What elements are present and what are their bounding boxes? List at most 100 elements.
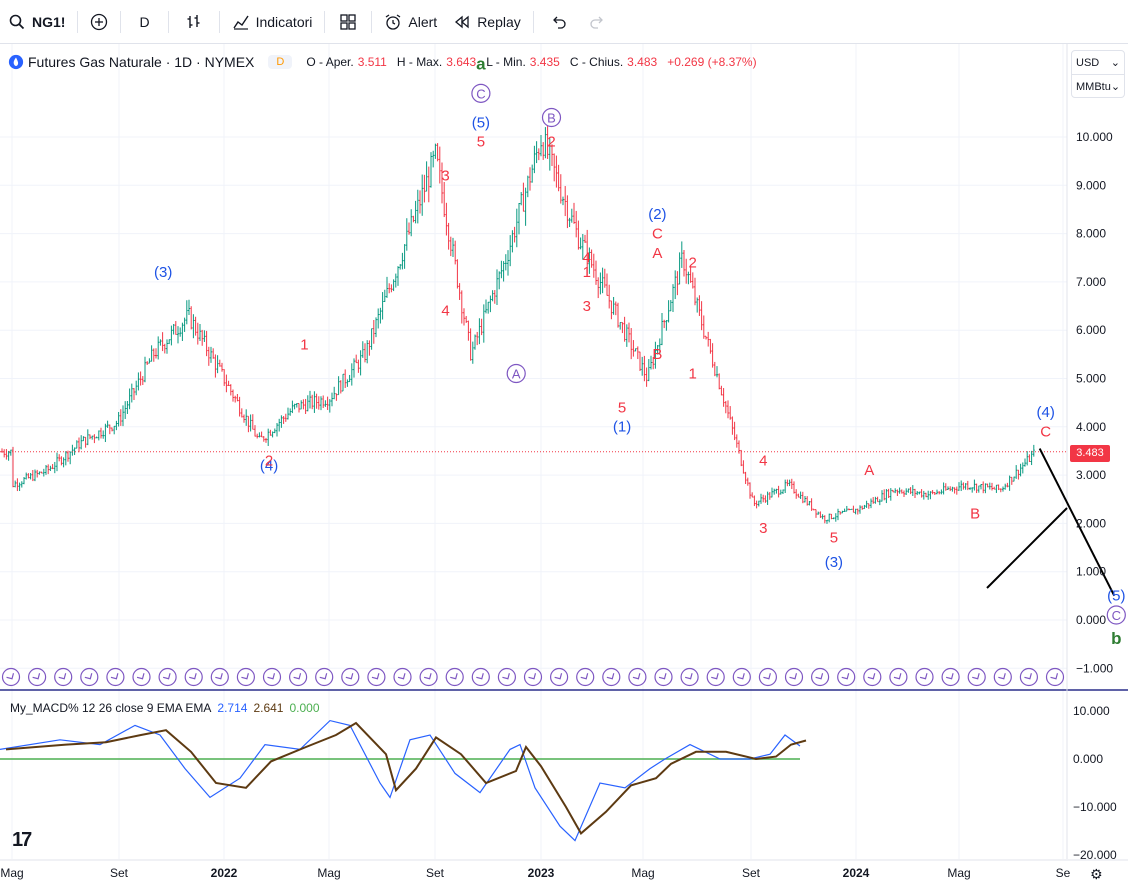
- event-marker: [628, 667, 647, 687]
- event-marker: [471, 667, 490, 687]
- event-arrow-icon: [763, 673, 771, 680]
- macd-axis-label: −20.000: [1073, 848, 1117, 862]
- replay-label: Replay: [477, 13, 521, 30]
- wave-label-circle: [506, 363, 526, 384]
- event-marker-circle: [54, 667, 73, 687]
- unit-select[interactable]: MMBtu ⌄: [1072, 75, 1124, 99]
- price-axis-label: −1.000: [1076, 661, 1113, 675]
- event-marker-circle: [419, 667, 438, 687]
- top-toolbar: NG1! D Indicatori Alert Replay: [0, 0, 1128, 44]
- event-arrow-icon: [1024, 673, 1032, 680]
- price-series: [0, 122, 1067, 524]
- event-marker: [993, 667, 1012, 687]
- time-axis-label: Mag: [631, 866, 654, 880]
- event-marker-circle: [445, 667, 464, 687]
- time-axis-label: 2023: [528, 866, 555, 880]
- wave-label: (4): [1037, 404, 1055, 421]
- indicators-icon: [232, 15, 249, 30]
- wave-label: C: [1040, 423, 1051, 440]
- time-axis-label: Set: [426, 866, 445, 880]
- price-axis-label: 0.000: [1076, 613, 1106, 627]
- event-marker: [758, 667, 778, 687]
- wave-label: 5: [618, 399, 626, 416]
- price-axis-label: 6.000: [1076, 323, 1106, 337]
- low-value: 3.435: [529, 55, 560, 69]
- event-marker: [27, 667, 47, 687]
- layouts-button[interactable]: [329, 0, 367, 44]
- high-value: 3.643: [446, 55, 477, 69]
- wave-labels: (3)(4)21345(5)CaAB21435(1)AB(2)C21435(3)…: [154, 54, 1126, 648]
- wave-label: (4): [260, 457, 278, 474]
- event-arrow-icon: [423, 673, 432, 680]
- event-arrow-icon: [502, 673, 510, 680]
- wave-label: B: [970, 506, 980, 523]
- wave-label: A: [864, 462, 874, 479]
- time-axis-label: Mag: [317, 866, 340, 880]
- event-marker-circle: [810, 667, 830, 687]
- wave-label: 4: [583, 250, 591, 267]
- event-marker: [132, 667, 151, 687]
- symbol-search-button[interactable]: NG1!: [0, 0, 73, 44]
- event-marker: [889, 667, 908, 687]
- alert-button[interactable]: Alert: [376, 0, 445, 44]
- toolbar-divider: [120, 10, 122, 33]
- event-marker-circle: [158, 667, 177, 687]
- event-marker: [680, 667, 699, 687]
- currency-select[interactable]: USD ⌄: [1072, 51, 1124, 75]
- event-marker: [210, 667, 229, 687]
- wave-label: 1: [583, 264, 591, 281]
- event-marker-circle: [915, 667, 934, 687]
- event-marker-circle: [262, 667, 282, 687]
- time-axis-label: Set: [110, 866, 129, 880]
- event-arrow-icon: [972, 673, 980, 680]
- chevron-down-icon: ⌄: [1110, 57, 1120, 69]
- wave-label-circle: [541, 107, 562, 128]
- symbol-legend: Futures Gas Naturale · 1D · NYMEX D O - …: [8, 52, 763, 72]
- price-axis-label: 10.000: [1076, 130, 1113, 144]
- gas-flame-icon: [8, 54, 24, 70]
- delay-badge[interactable]: D: [268, 55, 293, 69]
- undo-button[interactable]: [538, 0, 580, 44]
- chart-type-button[interactable]: [173, 0, 215, 44]
- close-value: 3.483: [627, 55, 658, 69]
- hist-value: 0.000: [289, 701, 320, 715]
- event-arrow-icon: [815, 673, 824, 680]
- wave-label: (5): [472, 114, 490, 131]
- event-marker-circle: [471, 667, 490, 687]
- gear-icon[interactable]: ⚙: [1090, 866, 1103, 882]
- price-axis-label: 7.000: [1076, 275, 1106, 289]
- replay-button[interactable]: Replay: [445, 0, 529, 44]
- wave-label-circle: [471, 83, 491, 103]
- macd-legend[interactable]: My_MACD% 12 26 close 9 EMA EMA 2.714 2.6…: [10, 701, 320, 715]
- rewind-icon: [455, 15, 469, 28]
- event-arrow-icon: [293, 673, 302, 680]
- event-arrow-icon: [867, 673, 876, 680]
- interval-button[interactable]: D: [125, 0, 163, 44]
- event-marker: [523, 667, 543, 687]
- time-axis-label: Set: [742, 866, 761, 880]
- event-marker: [315, 667, 334, 687]
- time-axis-label: Mag: [947, 866, 970, 880]
- chart-canvas[interactable]: (3)(4)21345(5)CaAB21435(1)AB(2)C21435(3)…: [0, 44, 1128, 893]
- event-arrow-icon: [528, 673, 537, 680]
- projection-lines: [986, 448, 1116, 597]
- wave-label: a: [476, 54, 486, 73]
- symbol-title: Futures Gas Naturale · 1D · NYMEX: [28, 54, 255, 70]
- event-arrow-icon: [737, 673, 745, 680]
- indicators-button[interactable]: Indicatori: [224, 0, 321, 44]
- currency-unit-selector[interactable]: USD ⌄ MMBtu ⌄: [1071, 50, 1125, 98]
- macd-value: 2.714: [217, 701, 248, 715]
- time-axis-label: 2022: [211, 866, 238, 880]
- tradingview-logo[interactable]: 17: [12, 829, 32, 851]
- event-arrow-icon: [606, 673, 615, 680]
- redo-icon: [590, 16, 603, 29]
- redo-button[interactable]: [580, 0, 614, 44]
- projection-down-line: [1038, 448, 1116, 597]
- wave-label: A: [512, 367, 521, 382]
- compare-symbol-button[interactable]: [82, 0, 116, 44]
- event-marker: [367, 667, 386, 687]
- event-marker: [184, 667, 203, 687]
- event-arrow-icon: [32, 673, 41, 680]
- event-marker-circle: [1019, 667, 1039, 687]
- wave-label: A: [652, 245, 662, 262]
